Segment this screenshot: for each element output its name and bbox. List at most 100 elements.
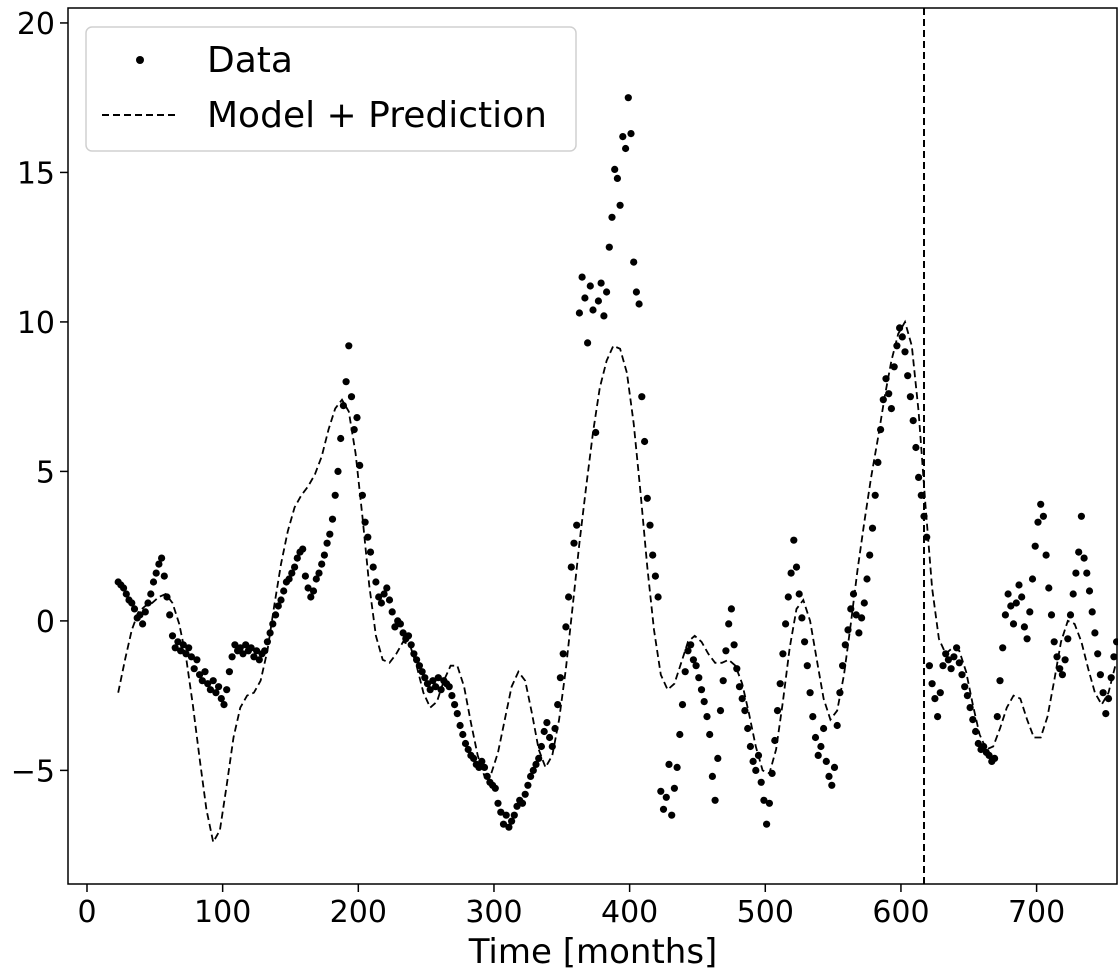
data-point <box>619 133 627 141</box>
data-point <box>1012 599 1020 607</box>
y-tick-label: −5 <box>11 754 55 789</box>
data-point <box>668 811 676 819</box>
data-point <box>641 437 649 446</box>
data-point <box>274 602 282 610</box>
data-point <box>931 695 939 703</box>
data-point <box>120 584 128 592</box>
data-point <box>790 536 798 544</box>
y-tick-label: 15 <box>17 156 55 191</box>
data-point <box>681 668 689 676</box>
data-point <box>1018 593 1026 601</box>
data-point <box>318 560 326 568</box>
x-tick-label: 600 <box>872 895 929 930</box>
data-point <box>396 620 404 628</box>
data-point <box>822 757 830 766</box>
legend-box <box>85 26 577 152</box>
data-point <box>879 396 887 404</box>
data-point <box>521 790 529 798</box>
data-point <box>925 662 934 670</box>
data-point <box>934 713 942 721</box>
data-point <box>291 563 299 571</box>
data-point <box>860 599 868 607</box>
data-point <box>616 201 624 209</box>
data-point <box>331 491 339 499</box>
data-point <box>1037 500 1045 508</box>
data-point <box>809 713 817 721</box>
data-point <box>974 739 982 748</box>
data-point <box>871 491 879 499</box>
data-point <box>136 611 144 619</box>
data-point <box>185 644 193 652</box>
x-axis-label: Time [months] <box>468 932 718 972</box>
x-tick-label: 400 <box>601 895 658 930</box>
data-point <box>196 671 204 679</box>
data-point <box>508 817 516 825</box>
data-point <box>413 656 421 664</box>
data-point <box>985 751 993 760</box>
data-point <box>898 333 906 341</box>
data-point <box>1042 551 1050 559</box>
data-point <box>744 724 752 733</box>
data-point <box>551 724 559 733</box>
data-point <box>562 623 570 631</box>
x-tick-label: 300 <box>465 895 522 930</box>
data-point <box>1009 620 1018 628</box>
data-point <box>347 393 356 401</box>
data-point <box>483 772 491 781</box>
data-point <box>942 650 950 658</box>
data-point <box>749 757 757 766</box>
data-point <box>961 683 969 691</box>
data-point <box>529 766 537 775</box>
data-point <box>928 680 936 688</box>
data-point <box>776 680 784 688</box>
data-point <box>1056 665 1064 673</box>
data-point <box>432 683 440 691</box>
data-point <box>163 593 171 601</box>
data-point <box>1072 569 1080 577</box>
data-point <box>372 578 380 586</box>
data-point <box>350 426 358 434</box>
data-point <box>773 707 782 715</box>
data-point <box>706 730 714 739</box>
data-point <box>803 662 811 670</box>
data-point <box>692 662 700 670</box>
data-point <box>1110 653 1118 661</box>
data-point <box>955 659 963 667</box>
data-point <box>1007 602 1015 610</box>
data-point <box>266 629 274 637</box>
data-point <box>716 707 725 715</box>
data-point <box>689 656 698 664</box>
data-point <box>578 273 586 281</box>
data-point <box>858 614 866 622</box>
data-point <box>505 823 513 831</box>
data-point <box>223 686 231 694</box>
legend-label-model: Model + Prediction <box>207 95 547 136</box>
data-point <box>475 763 483 772</box>
data-point <box>1053 653 1061 661</box>
x-axis: 0 100 200 300 400 500 600 700 <box>77 884 1065 930</box>
data-point <box>1102 710 1110 718</box>
data-point <box>448 692 456 700</box>
data-point <box>622 144 630 153</box>
data-point <box>589 306 597 314</box>
data-point <box>950 653 958 661</box>
data-point <box>187 653 195 661</box>
data-point <box>215 683 223 691</box>
data-point <box>687 641 695 649</box>
data-point <box>915 473 923 481</box>
data-point <box>217 695 225 703</box>
data-point <box>784 593 792 601</box>
data-point <box>220 701 228 709</box>
data-point <box>236 644 244 652</box>
data-point <box>874 458 882 466</box>
data-point <box>182 650 190 658</box>
data-point <box>730 641 738 649</box>
data-point <box>771 736 779 745</box>
data-point <box>953 644 961 652</box>
data-point <box>510 811 518 819</box>
data-point <box>638 393 646 401</box>
data-point <box>361 518 369 526</box>
data-point <box>171 644 179 652</box>
data-point <box>654 593 662 601</box>
